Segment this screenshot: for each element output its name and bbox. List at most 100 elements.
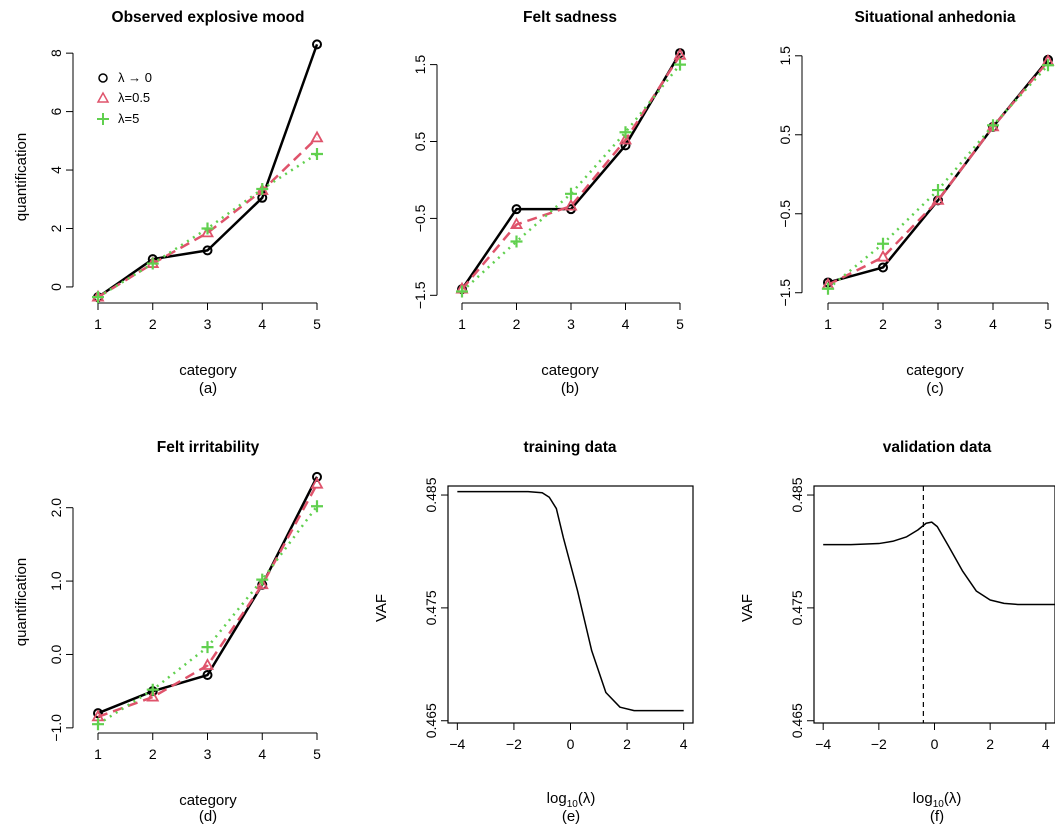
y-tick-label: 0.5 [412, 132, 428, 152]
data-point-plus [92, 291, 104, 304]
panel-a-sublabel: (a) [199, 380, 217, 397]
data-point-plus [932, 184, 944, 197]
data-point-plus [619, 126, 632, 139]
x-tick-label: 5 [313, 316, 321, 332]
y-tick-label: 4 [48, 166, 64, 174]
y-tick-label: −1.5 [412, 281, 428, 309]
x-tick-label: 4 [258, 746, 266, 762]
x-tick-label: 1 [94, 746, 102, 762]
y-tick-label: 0.485 [423, 477, 439, 512]
data-point-triangle [255, 577, 269, 590]
data-point-plus [256, 183, 269, 196]
data-point-triangle [200, 658, 215, 670]
series-line-1 [823, 521, 1055, 606]
y-tick-label: 1.5 [777, 46, 793, 66]
x-tick-label: 2 [879, 316, 887, 332]
x-tick-label: 4 [1042, 736, 1050, 752]
data-point-triangle [310, 130, 324, 143]
y-tick-label: 6 [48, 107, 64, 115]
x-tick-label: 5 [1044, 316, 1052, 332]
data-point-plus [456, 285, 468, 298]
series-line-2 [461, 54, 682, 290]
x-tick-label: 3 [204, 316, 212, 332]
data-point-plus [565, 187, 577, 200]
panel-d-title: Felt irritability [157, 439, 260, 456]
panel-a-xlabel: category [179, 362, 237, 379]
x-tick-label: 2 [623, 736, 631, 752]
panel-e-xlabel: log10(λ) [547, 790, 596, 810]
data-point-plus [256, 573, 269, 586]
panel-a-ylabel: quantification [13, 133, 30, 221]
x-tick-label: 4 [622, 316, 630, 332]
series-line-1 [97, 476, 319, 715]
panel-d-sublabel: (d) [199, 808, 217, 825]
data-point-plus [92, 718, 104, 731]
legend-entry-1: λ → 0 [118, 70, 152, 85]
x-tick-label: 0 [931, 736, 939, 752]
panel-f-title: validation data [883, 439, 992, 456]
y-tick-label: −0.5 [412, 204, 428, 232]
panel-f-sublabel: (f) [930, 808, 944, 825]
legend-entry-3: λ=5 [118, 111, 139, 126]
x-tick-label: −2 [506, 736, 522, 752]
legend-marker-plus [97, 113, 109, 125]
data-point-triangle [618, 132, 633, 145]
panel-d-xlabel: category [179, 792, 237, 809]
y-tick-label: 0.5 [777, 125, 793, 145]
panel-f-ylabel: VAF [739, 594, 756, 622]
panel-e-ylabel: VAF [373, 594, 390, 622]
data-point-plus [822, 282, 834, 295]
x-tick-label: 3 [204, 746, 212, 762]
x-tick-label: 3 [567, 316, 575, 332]
panel-a: Observed explosive mood quantification c… [13, 9, 324, 397]
data-point-circle [878, 262, 888, 273]
y-tick-label: 0.485 [789, 477, 805, 512]
x-tick-label: 2 [513, 316, 521, 332]
series-line-1 [457, 490, 684, 712]
y-tick-label: 0.465 [789, 703, 805, 738]
x-tick-label: 2 [149, 316, 157, 332]
x-tick-label: 1 [94, 316, 102, 332]
y-tick-label: 1.5 [412, 55, 428, 75]
x-tick-label: 4 [989, 316, 997, 332]
data-point-plus [510, 235, 523, 248]
x-tick-label: 1 [824, 316, 832, 332]
panel-c-title: Situational anhedonia [854, 9, 1015, 26]
panel-b-title: Felt sadness [523, 9, 617, 26]
y-tick-label: 0.475 [789, 590, 805, 625]
series-line-1 [827, 58, 1049, 284]
x-tick-label: 0 [567, 736, 575, 752]
panel-b: Felt sadness category (b) −1.5 −0.5 0.5 1.5… [412, 9, 687, 397]
legend-entry-2: λ=0.5 [118, 90, 150, 105]
data-point-plus [146, 683, 159, 696]
x-tick-label: −4 [449, 736, 465, 752]
y-tick-label: 0.475 [423, 590, 439, 625]
y-tick-label: 8 [48, 49, 64, 57]
data-point-circle [202, 670, 213, 681]
data-point-triangle [931, 192, 945, 205]
data-point-plus [674, 58, 686, 71]
data-point-triangle [310, 476, 324, 489]
data-point-triangle [876, 249, 890, 262]
data-point-circle [202, 245, 213, 256]
plot-frame [447, 485, 694, 724]
data-point-triangle [200, 225, 215, 238]
legend-marker-circle [98, 73, 108, 83]
x-tick-label: −2 [871, 736, 887, 752]
y-tick-label: 2 [48, 224, 64, 232]
panel-c-sublabel: (c) [926, 380, 944, 397]
y-tick-label: −1.5 [777, 279, 793, 307]
series-line-3 [97, 152, 318, 299]
y-tick-label: −0.5 [777, 200, 793, 228]
series-line-1 [97, 43, 319, 299]
series-line-2 [827, 60, 1049, 286]
data-point-plus [146, 257, 159, 270]
data-point-plus [201, 222, 214, 235]
data-point-plus [987, 119, 999, 132]
x-tick-label: −4 [815, 736, 831, 752]
panel-b-sublabel: (b) [561, 380, 579, 397]
x-tick-label: 5 [313, 746, 321, 762]
x-tick-label: 5 [676, 316, 684, 332]
y-tick-label: 2.0 [48, 498, 64, 518]
